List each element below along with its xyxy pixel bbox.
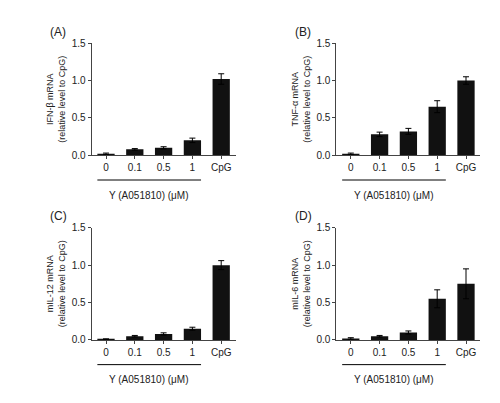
- svg-text:0.5: 0.5: [316, 112, 330, 123]
- svg-text:0.1: 0.1: [373, 162, 387, 173]
- svg-text:Y (A051810) (μM): Y (A051810) (μM): [109, 190, 189, 201]
- svg-text:1: 1: [190, 162, 196, 173]
- svg-text:0.5: 0.5: [72, 112, 86, 123]
- svg-text:1.0: 1.0: [72, 260, 86, 271]
- svg-text:1.5: 1.5: [72, 38, 86, 49]
- svg-text:1.0: 1.0: [316, 260, 330, 271]
- svg-text:0.0: 0.0: [316, 334, 330, 345]
- svg-text:1.0: 1.0: [316, 75, 330, 86]
- svg-text:0.0: 0.0: [72, 334, 86, 345]
- svg-text:0.0: 0.0: [316, 150, 330, 161]
- svg-text:0: 0: [103, 162, 109, 173]
- svg-text:0: 0: [348, 162, 354, 173]
- svg-text:1: 1: [434, 347, 440, 358]
- svg-text:0.1: 0.1: [373, 347, 387, 358]
- svg-text:0.5: 0.5: [401, 347, 415, 358]
- svg-text:CpG: CpG: [211, 347, 232, 358]
- svg-text:0: 0: [103, 347, 109, 358]
- svg-text:1.0: 1.0: [72, 75, 86, 86]
- svg-text:(B): (B): [295, 25, 311, 39]
- svg-text:1: 1: [190, 347, 196, 358]
- svg-text:1.5: 1.5: [316, 222, 330, 233]
- svg-text:(A): (A): [50, 25, 66, 39]
- svg-text:0.5: 0.5: [157, 162, 171, 173]
- svg-text:0.1: 0.1: [128, 162, 142, 173]
- svg-text:CpG: CpG: [211, 162, 232, 173]
- svg-text:mIL-6 mRNA(relative level to C: mIL-6 mRNA(relative level to CpG): [290, 240, 312, 327]
- svg-text:(C): (C): [50, 209, 67, 223]
- svg-text:mIL-12 mRNA(relative level to: mIL-12 mRNA(relative level to CpG): [45, 240, 67, 327]
- svg-text:Y (A051810) (μM): Y (A051810) (μM): [109, 374, 189, 385]
- svg-text:(D): (D): [295, 209, 312, 223]
- svg-text:0.0: 0.0: [72, 150, 86, 161]
- svg-text:1: 1: [434, 162, 440, 173]
- svg-text:1.5: 1.5: [316, 38, 330, 49]
- svg-text:0.5: 0.5: [157, 347, 171, 358]
- svg-text:Y (A051810) (μM): Y (A051810) (μM): [354, 374, 434, 385]
- svg-text:CpG: CpG: [456, 162, 477, 173]
- svg-text:0.5: 0.5: [401, 162, 415, 173]
- svg-text:TNF-α mRNA(relative level to C: TNF-α mRNA(relative level to CpG): [290, 56, 312, 143]
- svg-text:1.5: 1.5: [72, 222, 86, 233]
- svg-text:0.5: 0.5: [316, 297, 330, 308]
- svg-text:0.5: 0.5: [72, 297, 86, 308]
- svg-text:CpG: CpG: [456, 347, 477, 358]
- svg-text:IFN-β mRNA(relative level to C: IFN-β mRNA(relative level to CpG): [45, 56, 67, 143]
- svg-text:0.1: 0.1: [128, 347, 142, 358]
- svg-text:0: 0: [348, 347, 354, 358]
- svg-text:Y (A051810) (μM): Y (A051810) (μM): [354, 190, 434, 201]
